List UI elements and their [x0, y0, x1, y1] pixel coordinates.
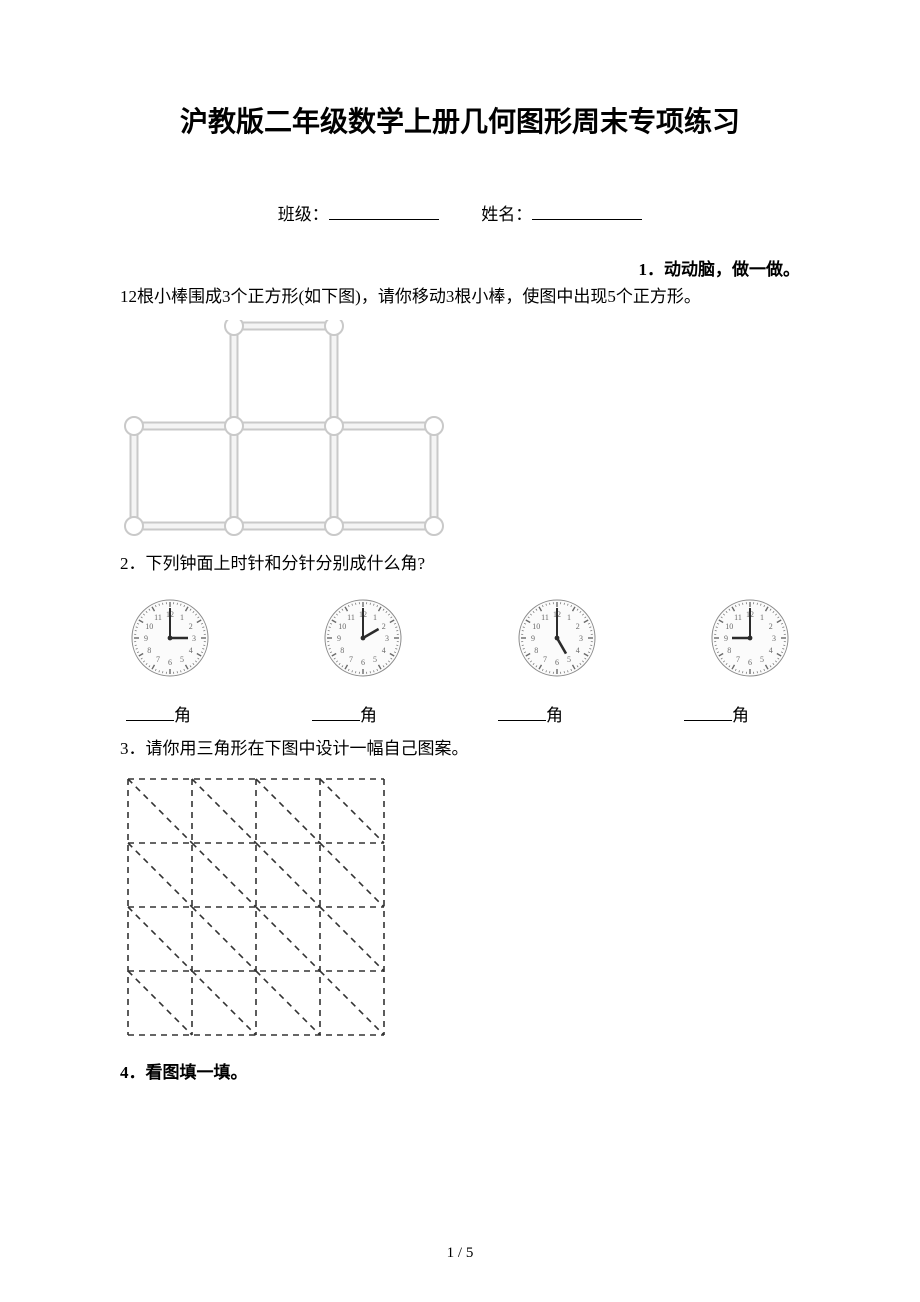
svg-text:10: 10 [145, 622, 153, 631]
answer-suffix: 角 [174, 706, 191, 725]
svg-text:1: 1 [373, 613, 377, 622]
svg-text:10: 10 [725, 622, 733, 631]
svg-text:5: 5 [180, 654, 184, 663]
svg-text:8: 8 [147, 646, 151, 655]
svg-text:4: 4 [769, 646, 773, 655]
svg-text:4: 4 [382, 646, 386, 655]
page-number: 1 / 5 [0, 1245, 920, 1262]
svg-text:5: 5 [373, 654, 377, 663]
svg-text:6: 6 [555, 658, 559, 667]
svg-text:4: 4 [575, 646, 579, 655]
svg-text:10: 10 [532, 622, 540, 631]
svg-text:3: 3 [579, 634, 583, 643]
clock-2: 123456789101112 [319, 594, 407, 687]
matchstick-figure [120, 320, 800, 545]
page-title: 沪教版二年级数学上册几何图形周末专项练习 [120, 100, 800, 140]
svg-text:6: 6 [748, 658, 752, 667]
svg-text:5: 5 [567, 654, 571, 663]
triangle-grid [120, 771, 800, 1048]
svg-text:2: 2 [769, 622, 773, 631]
svg-text:4: 4 [189, 646, 193, 655]
svg-text:1: 1 [180, 613, 184, 622]
svg-text:3: 3 [385, 634, 389, 643]
svg-text:7: 7 [736, 654, 740, 663]
svg-text:2: 2 [575, 622, 579, 631]
svg-text:3: 3 [192, 634, 196, 643]
svg-text:3: 3 [772, 634, 776, 643]
svg-text:9: 9 [144, 634, 148, 643]
clock-answer-1: 角 [126, 701, 236, 726]
svg-text:8: 8 [727, 646, 731, 655]
svg-text:7: 7 [156, 654, 160, 663]
svg-text:6: 6 [168, 658, 172, 667]
svg-text:2: 2 [189, 622, 193, 631]
section-1-label: 1．动动脑，做一做。 [120, 255, 800, 280]
q1-text: 12根小棒围成3个正方形(如下图)，请你移动3根小棒，使图中出现5个正方形。 [120, 284, 800, 310]
class-label: 班级： [278, 205, 329, 224]
svg-text:11: 11 [154, 613, 162, 622]
svg-text:10: 10 [339, 622, 347, 631]
answer-suffix: 角 [732, 706, 749, 725]
clocks-row: 1234567891011121234567891011121234567891… [120, 594, 800, 687]
svg-text:5: 5 [760, 654, 764, 663]
answer-blank[interactable] [126, 704, 174, 721]
student-info: 班级： 姓名： [120, 200, 800, 225]
clock-answers-row: 角角角角 [120, 701, 800, 726]
answer-blank[interactable] [312, 704, 360, 721]
svg-text:9: 9 [724, 634, 728, 643]
svg-text:8: 8 [341, 646, 345, 655]
svg-text:1: 1 [567, 613, 571, 622]
svg-text:9: 9 [531, 634, 535, 643]
clock-3: 123456789101112 [513, 594, 601, 687]
svg-text:9: 9 [337, 634, 341, 643]
q4-text: 4．看图填一填。 [120, 1058, 800, 1083]
name-blank[interactable] [532, 203, 642, 220]
svg-text:11: 11 [347, 613, 355, 622]
class-blank[interactable] [329, 203, 439, 220]
answer-blank[interactable] [498, 704, 546, 721]
svg-text:11: 11 [541, 613, 549, 622]
clock-answer-2: 角 [312, 701, 422, 726]
svg-text:1: 1 [760, 613, 764, 622]
clock-1: 123456789101112 [126, 594, 214, 687]
svg-text:2: 2 [382, 622, 386, 631]
clock-4: 123456789101112 [706, 594, 794, 687]
answer-suffix: 角 [360, 706, 377, 725]
svg-text:7: 7 [349, 654, 353, 663]
answer-blank[interactable] [684, 704, 732, 721]
q3-text: 3．请你用三角形在下图中设计一幅自己图案。 [120, 734, 800, 759]
svg-text:8: 8 [534, 646, 538, 655]
svg-text:6: 6 [361, 658, 365, 667]
answer-suffix: 角 [546, 706, 563, 725]
clock-answer-4: 角 [684, 701, 794, 726]
name-label: 姓名： [481, 205, 532, 224]
svg-text:7: 7 [543, 654, 547, 663]
clock-answer-3: 角 [498, 701, 608, 726]
svg-text:11: 11 [734, 613, 742, 622]
q2-text: 2．下列钟面上时针和分针分别成什么角? [120, 549, 800, 574]
